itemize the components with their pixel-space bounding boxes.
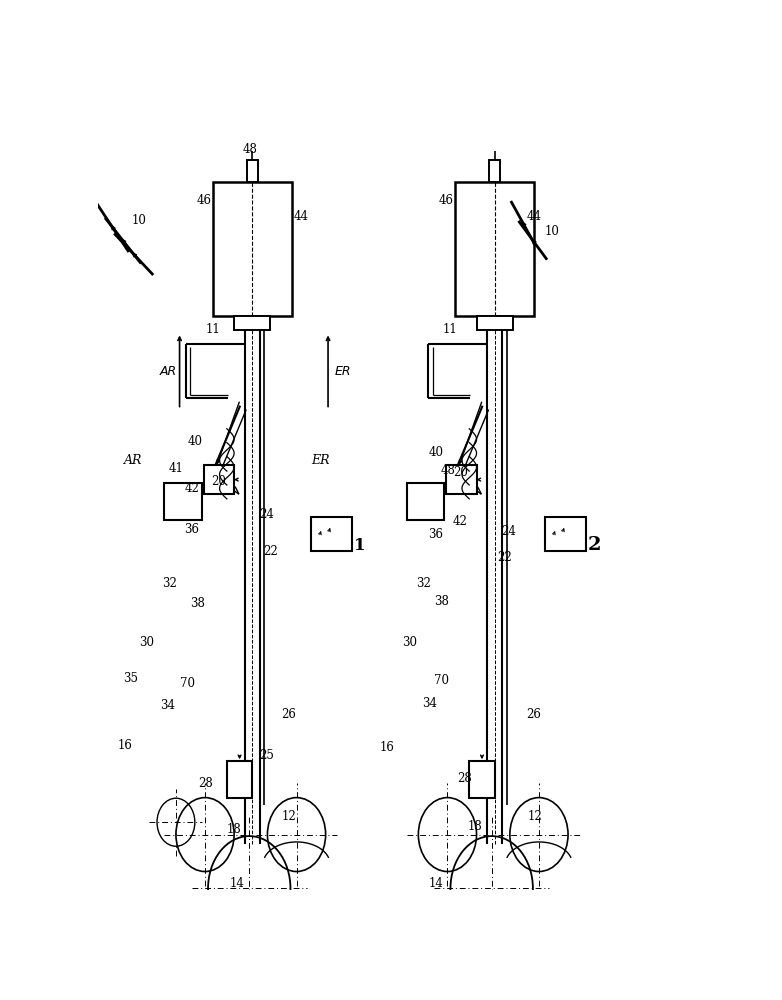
Text: AR: AR [160,365,178,378]
Text: 44: 44 [526,210,542,223]
Text: 70: 70 [435,674,450,687]
Text: 14: 14 [230,877,245,890]
Bar [455,182,534,316]
Text: 32: 32 [416,577,431,590]
Text: 26: 26 [526,708,542,721]
Bar [469,761,495,798]
Bar [247,160,258,182]
Text: 48: 48 [440,464,455,477]
Text: 12: 12 [528,810,543,823]
Text: 18: 18 [468,820,482,833]
Text: 48: 48 [243,143,258,156]
Text: 42: 42 [185,482,199,495]
Text: AR: AR [124,454,142,467]
Bar [164,483,202,520]
Text: 16: 16 [117,739,132,752]
Text: 12: 12 [282,810,296,823]
Text: 46: 46 [439,194,454,207]
Bar [476,316,513,330]
Text: 40: 40 [187,435,203,448]
Text: 34: 34 [422,697,437,710]
Bar [447,465,476,494]
Text: 34: 34 [160,699,175,712]
Bar [234,316,271,330]
Text: 35: 35 [123,672,138,685]
Text: 36: 36 [185,523,199,536]
Text: 28: 28 [199,777,213,790]
Text: 1: 1 [353,537,365,554]
Text: 20: 20 [211,475,227,488]
Text: 42: 42 [453,515,468,528]
Text: 10: 10 [131,214,146,227]
Text: 30: 30 [138,636,154,649]
Text: 11: 11 [443,323,457,336]
Text: 20: 20 [453,466,468,479]
Text: 11: 11 [206,323,221,336]
Bar [407,483,444,520]
Text: 22: 22 [497,551,512,564]
Text: 26: 26 [282,708,296,721]
Text: 36: 36 [429,528,443,541]
Text: 38: 38 [190,597,205,610]
Text: 44: 44 [293,210,308,223]
Text: ER: ER [311,454,330,467]
Text: 18: 18 [227,823,242,836]
Text: 40: 40 [429,446,443,459]
Bar [490,160,500,182]
Text: 2: 2 [588,536,601,554]
Text: 32: 32 [162,577,177,590]
Bar [545,517,586,551]
Text: ER: ER [335,365,351,378]
Text: 14: 14 [429,877,443,890]
Text: 38: 38 [435,595,450,608]
Text: 16: 16 [380,741,395,754]
Bar [213,182,292,316]
Text: 24: 24 [501,525,516,538]
Text: 46: 46 [196,194,211,207]
Text: 22: 22 [263,545,278,558]
Text: 25: 25 [259,749,274,762]
Text: 28: 28 [457,772,472,785]
Text: 41: 41 [169,462,184,475]
Bar [204,465,234,494]
Text: 24: 24 [259,508,274,521]
Text: 70: 70 [180,677,195,690]
Bar [311,517,353,551]
Bar [227,761,253,798]
Text: 30: 30 [403,636,418,649]
Text: 10: 10 [545,225,560,238]
